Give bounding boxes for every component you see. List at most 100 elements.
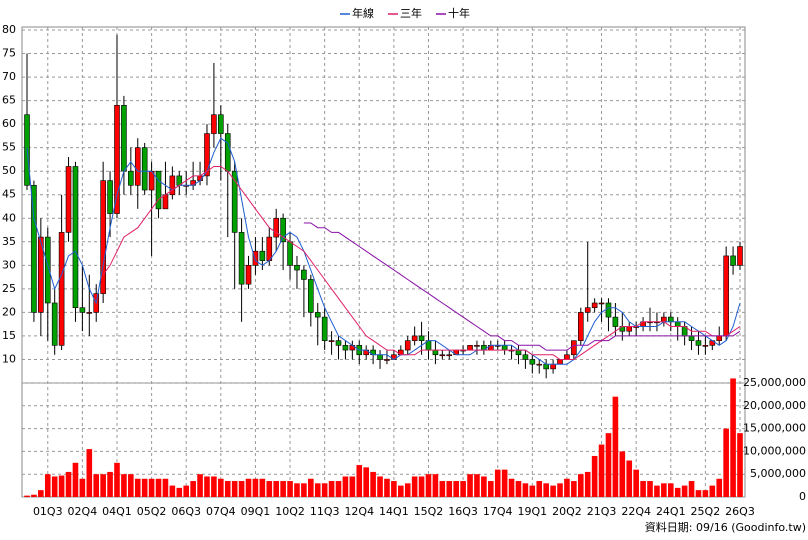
x-tick-label: 06Q3 — [171, 505, 201, 518]
candle-body — [114, 105, 120, 214]
candle-body — [155, 170, 162, 210]
volume-bar — [44, 474, 51, 497]
candle-body — [65, 166, 72, 233]
candle-body — [169, 175, 176, 196]
volume-bar — [508, 478, 515, 497]
candle-body — [280, 217, 286, 243]
candle-body — [667, 316, 674, 323]
volume-bar — [577, 474, 584, 497]
volume-bar — [328, 481, 335, 497]
volume-bar — [335, 481, 342, 497]
volume-bar — [467, 474, 473, 497]
candle-body — [626, 326, 633, 332]
volume-bar — [65, 471, 72, 497]
volume-bar — [571, 481, 577, 497]
volume-bar — [72, 462, 79, 497]
y-tick-label: 75 — [2, 47, 16, 60]
candle-body — [273, 217, 280, 238]
candle-body — [162, 194, 169, 210]
volume-bar — [598, 444, 605, 497]
candle-body — [245, 265, 252, 285]
volume-bar — [218, 478, 224, 497]
volume-bar — [363, 467, 369, 497]
candle-body — [328, 340, 335, 342]
candle-body — [218, 114, 224, 134]
candle-body — [411, 335, 418, 341]
volume-bar — [453, 481, 459, 497]
volume-bar — [314, 483, 321, 497]
volume-bar — [605, 433, 612, 497]
candle-body — [543, 363, 549, 370]
volume-bar — [460, 481, 466, 497]
y-tick-label: 50 — [2, 164, 16, 177]
candle-body — [51, 302, 58, 346]
candle-body — [238, 232, 245, 285]
candle-body — [404, 340, 411, 351]
x-tick-label: 09Q1 — [241, 505, 271, 518]
candle-body — [58, 232, 65, 346]
y-tick-label: 15 — [2, 329, 16, 342]
x-tick-label: 19Q1 — [518, 505, 548, 518]
volume-bar — [259, 478, 266, 497]
candle-body — [501, 345, 508, 351]
y2-tick-label: 0 — [799, 490, 806, 503]
volume-bar — [342, 476, 349, 497]
y-tick-label: 40 — [2, 211, 16, 224]
volume-bar — [51, 476, 58, 497]
candle-body — [287, 241, 293, 266]
candle-body — [72, 166, 79, 308]
volume-bar — [114, 462, 120, 497]
candle-body — [252, 250, 259, 266]
volume-bar — [522, 483, 529, 497]
volume-bar — [398, 485, 404, 497]
volume-bar — [224, 481, 231, 497]
y-tick-label: 25 — [2, 282, 16, 295]
candle-body — [86, 312, 93, 314]
candle-body — [384, 359, 390, 361]
candle-body — [134, 147, 141, 186]
candle-body — [550, 363, 556, 370]
x-tick-label: 07Q4 — [206, 505, 236, 518]
candle-body — [730, 255, 736, 266]
volume-bar — [674, 487, 681, 497]
plot-frame — [21, 26, 746, 498]
x-tick-label: 14Q1 — [379, 505, 409, 518]
candle-body — [224, 133, 231, 172]
candle-body — [211, 114, 217, 134]
volume-bar — [709, 485, 716, 497]
volume-bar — [543, 483, 549, 497]
candle-body — [661, 316, 667, 323]
x-tick-label: 21Q3 — [587, 505, 617, 518]
x-tick-label: 01Q3 — [33, 505, 63, 518]
ma-line — [102, 166, 741, 360]
candle-body — [31, 185, 37, 313]
volume-bar — [536, 481, 543, 497]
legend-label: 十年 — [448, 6, 470, 20]
volume-bar — [211, 476, 217, 497]
volume-bar — [266, 481, 273, 497]
volume-bar — [439, 481, 446, 497]
candle-body — [577, 312, 584, 341]
candle-body — [536, 363, 543, 366]
candle-body — [564, 354, 570, 360]
legend-label: 三年 — [400, 6, 422, 20]
volume-bar — [377, 476, 383, 497]
candle-body — [674, 321, 681, 327]
volume-bar — [321, 483, 328, 497]
y2-tick-label: 15,000,000 — [743, 422, 806, 435]
volume-bar — [121, 474, 127, 497]
volume-bar — [384, 478, 390, 497]
volume-bar — [667, 483, 674, 497]
legend-label: 年線 — [352, 6, 374, 20]
volume-bar — [391, 481, 397, 497]
candle-body — [321, 316, 328, 341]
x-tick-label: 11Q3 — [310, 505, 340, 518]
candle-body — [308, 279, 314, 313]
volume-bar — [287, 481, 293, 497]
volume-bar — [252, 478, 259, 497]
volume-bar — [176, 487, 183, 497]
volume-bar — [404, 483, 411, 497]
volume-bar — [418, 476, 425, 497]
candle-body — [467, 345, 473, 351]
